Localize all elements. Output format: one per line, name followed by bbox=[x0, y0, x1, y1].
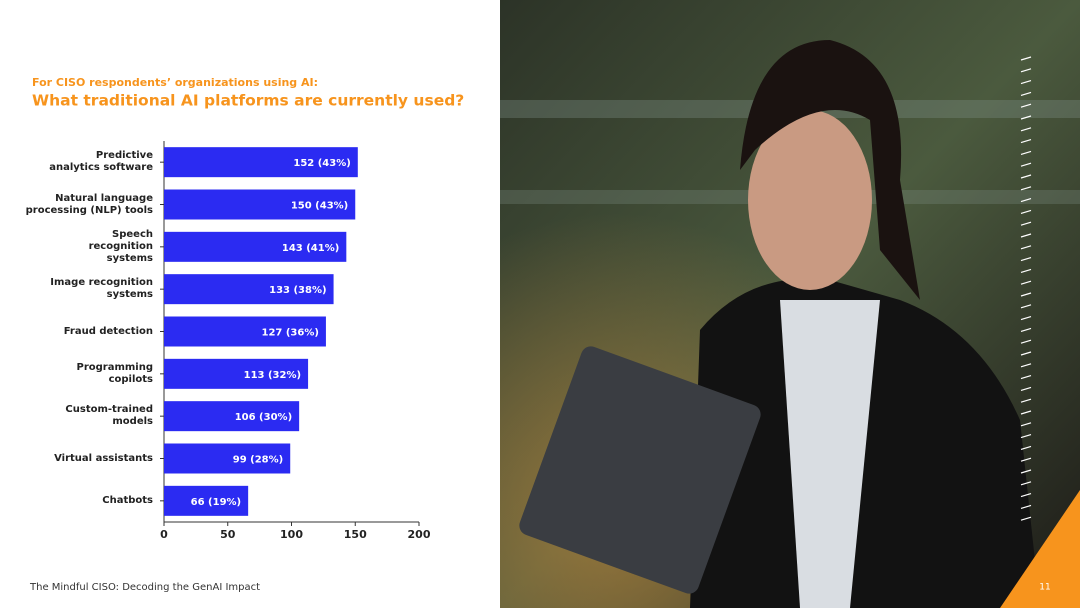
decor-tick bbox=[1020, 410, 1032, 415]
decor-tick bbox=[1020, 80, 1032, 85]
bar bbox=[164, 189, 356, 220]
category-label: Chatbots bbox=[102, 494, 153, 506]
category-label: Programming copilots bbox=[76, 361, 153, 385]
decor-tick bbox=[1020, 339, 1032, 344]
x-tick-label: 50 bbox=[220, 528, 236, 541]
decor-tick bbox=[1020, 292, 1032, 297]
decor-tick bbox=[1020, 139, 1032, 144]
footer: The Mindful CISO: Decoding the GenAI Imp… bbox=[29, 582, 260, 593]
value-label: 99 (28%) bbox=[233, 455, 283, 466]
bar bbox=[164, 231, 347, 262]
x-tick-label: 0 bbox=[160, 528, 168, 541]
value-label: 133 (38%) bbox=[269, 285, 326, 296]
decor-tick bbox=[1020, 257, 1032, 262]
category-label: Natural language processing (NLP) tools bbox=[25, 192, 153, 216]
decor-tick bbox=[1020, 268, 1032, 273]
value-label: 127 (36%) bbox=[261, 328, 318, 339]
decor-tick bbox=[1020, 375, 1032, 380]
decor-tick bbox=[1020, 127, 1032, 132]
category-label: Virtual assistants bbox=[54, 452, 153, 464]
decor-tick bbox=[1020, 115, 1032, 120]
decor-tick bbox=[1020, 434, 1032, 439]
decor-tick bbox=[1020, 363, 1032, 368]
value-label: 143 (41%) bbox=[282, 243, 339, 254]
x-tick-label: 150 bbox=[344, 528, 367, 541]
category-label: Fraud detection bbox=[63, 325, 153, 337]
category-label: Speech recognition systems bbox=[88, 228, 153, 264]
decor-tick bbox=[1020, 209, 1032, 214]
decor-tick bbox=[1020, 233, 1032, 238]
bar bbox=[164, 316, 326, 347]
value-label: 113 (32%) bbox=[244, 370, 301, 381]
decor-tick bbox=[1020, 386, 1032, 391]
decor-tick bbox=[1020, 304, 1032, 309]
decor-tick bbox=[1020, 469, 1032, 474]
bar bbox=[164, 274, 334, 305]
category-label: Image recognition systems bbox=[50, 277, 153, 301]
decor-tick bbox=[1020, 351, 1032, 356]
decor-tick bbox=[1020, 198, 1032, 203]
value-label: 66 (19%) bbox=[191, 497, 241, 508]
decor-tick bbox=[1020, 327, 1032, 332]
decor-tick bbox=[1020, 316, 1032, 321]
decor-tick bbox=[1020, 398, 1032, 403]
chart-title: For CISO respondents’ organizations usin… bbox=[32, 76, 318, 89]
category-label: Predictive analytics software bbox=[49, 150, 153, 174]
value-label: 150 (43%) bbox=[291, 201, 348, 212]
decor-tick bbox=[1020, 103, 1032, 108]
decor-tick bbox=[1020, 481, 1032, 486]
bar bbox=[164, 443, 291, 474]
bar bbox=[164, 358, 309, 389]
decor-tick bbox=[1020, 56, 1032, 61]
x-tick-label: 200 bbox=[408, 528, 431, 541]
chart-subtitle: What traditional AI platforms are curren… bbox=[32, 92, 464, 110]
decor-tick bbox=[1020, 245, 1032, 250]
page-number: 11 bbox=[1039, 583, 1050, 593]
decor-tick bbox=[1020, 504, 1032, 509]
decor-tick bbox=[1020, 493, 1032, 498]
bar bbox=[164, 147, 358, 178]
photo bbox=[500, 0, 1080, 608]
corner-triangle bbox=[1000, 490, 1080, 608]
decor-tick bbox=[1020, 68, 1032, 73]
category-label: Custom-trained models bbox=[65, 404, 153, 428]
bar bbox=[164, 485, 249, 516]
x-tick-label: 100 bbox=[280, 528, 303, 541]
decor-tick bbox=[1020, 162, 1032, 167]
decor-tick bbox=[1020, 280, 1032, 285]
decor-tick bbox=[1020, 91, 1032, 96]
decor-tick bbox=[1020, 186, 1032, 191]
decor-tick bbox=[1020, 422, 1032, 427]
decor-tick bbox=[1020, 457, 1032, 462]
value-label: 106 (30%) bbox=[235, 412, 292, 423]
decor-tick bbox=[1020, 445, 1032, 450]
decor-tick bbox=[1020, 150, 1032, 155]
value-label: 152 (43%) bbox=[293, 158, 350, 169]
bar bbox=[164, 401, 300, 432]
decor-tick bbox=[1020, 174, 1032, 179]
decor-tick bbox=[1020, 221, 1032, 226]
decor-tick bbox=[1020, 516, 1032, 521]
